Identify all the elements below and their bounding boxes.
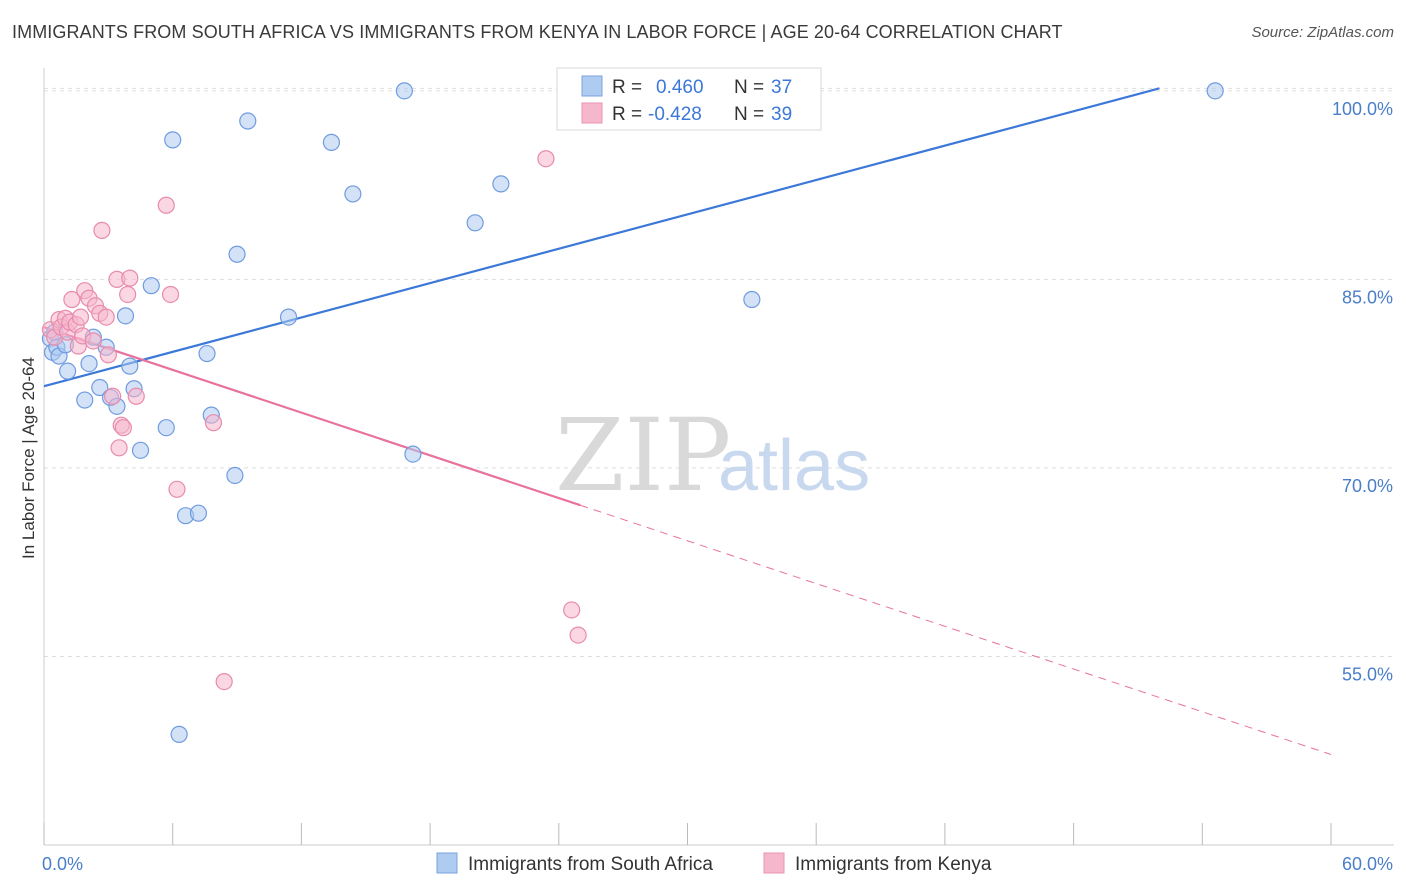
legend-n-value: 37: [771, 77, 792, 98]
watermark-zip: ZIP: [555, 397, 731, 514]
tick-labels: 55.0% 70.0% 85.0% 100.0% 0.0% 60.0%: [42, 99, 1393, 874]
point-pink: [215, 673, 233, 691]
legend-n-value: 39: [771, 104, 792, 125]
y-tick-label: 85.0%: [1342, 287, 1393, 307]
x-tick-label: 60.0%: [1342, 854, 1393, 874]
y-tick-label: 100.0%: [1332, 99, 1393, 119]
point-blue: [91, 378, 109, 397]
bottom-legend-swatch-pink: [763, 852, 785, 874]
point-pink: [97, 308, 115, 326]
point-blue: [228, 245, 246, 263]
watermark: ZIP atlas: [555, 397, 870, 514]
point-pink: [563, 601, 581, 619]
legend-r-label: R =: [612, 104, 642, 125]
point-blue: [80, 355, 98, 373]
legend-r-value: 0.460: [656, 77, 704, 98]
point-blue: [164, 131, 182, 149]
point-blue: [157, 419, 175, 437]
point-pink: [157, 196, 175, 214]
point-pink: [569, 626, 587, 644]
chart-title: IMMIGRANTS FROM SOUTH AFRICA VS IMMIGRAN…: [12, 22, 1063, 42]
legend-n-label: N =: [734, 104, 764, 125]
point-blue: [466, 214, 484, 232]
stats-legend: R = 0.460 N = 37 R = -0.428 N = 39: [556, 67, 822, 131]
trend-line-pink: [43, 326, 581, 507]
legend-r-value: -0.428: [648, 104, 702, 125]
point-blue: [198, 344, 216, 363]
point-blue: [116, 307, 135, 325]
point-pink: [110, 439, 128, 457]
point-pink: [104, 387, 122, 405]
point-blue: [492, 175, 510, 193]
point-pink: [71, 308, 90, 326]
point-pink: [168, 480, 186, 498]
data-points: [41, 82, 1224, 743]
legend-r-label: R =: [612, 77, 642, 98]
legend-swatch-blue: [581, 75, 603, 97]
point-pink: [114, 419, 132, 437]
trend-lines: [43, 87, 1332, 755]
grid-lines: [44, 87, 1394, 657]
point-blue: [131, 441, 150, 459]
point-blue: [226, 466, 244, 485]
x-tick-label: 0.0%: [42, 854, 83, 874]
point-blue: [404, 445, 422, 463]
series-legend: Immigrants from South Africa Immigrants …: [436, 852, 992, 875]
bottom-legend-swatch-blue: [436, 852, 458, 874]
point-blue: [322, 133, 341, 151]
point-blue: [58, 362, 77, 380]
bottom-legend-label: Immigrants from South Africa: [468, 854, 713, 875]
point-blue: [142, 277, 160, 295]
trend-line-dashed-pink: [580, 504, 1332, 755]
watermark-atlas: atlas: [718, 426, 870, 506]
point-pink: [63, 290, 81, 309]
point-blue: [239, 112, 257, 130]
point-pink: [204, 414, 223, 432]
source-label: Source: ZipAtlas.com: [1251, 24, 1394, 41]
bottom-legend-label: Immigrants from Kenya: [795, 854, 992, 875]
point-blue: [121, 357, 139, 375]
point-blue: [1206, 82, 1224, 100]
point-pink: [121, 269, 139, 287]
legend-swatch-pink: [581, 102, 603, 124]
point-blue: [279, 308, 298, 326]
trend-line-blue: [43, 87, 1160, 388]
y-axis-label: In Labor Force | Age 20-64: [19, 357, 38, 559]
legend-n-label: N =: [734, 77, 764, 98]
point-blue: [344, 185, 362, 203]
point-pink: [84, 332, 102, 350]
y-tick-label: 55.0%: [1342, 664, 1393, 684]
y-tick-label: 70.0%: [1342, 476, 1393, 496]
point-pink: [119, 285, 137, 304]
point-blue: [170, 725, 188, 743]
point-blue: [189, 504, 208, 522]
axes: [43, 68, 1394, 846]
point-pink: [537, 150, 555, 168]
point-blue: [76, 391, 94, 409]
point-blue: [743, 290, 761, 309]
point-pink: [161, 285, 180, 304]
point-pink: [99, 346, 117, 364]
point-pink: [127, 387, 145, 405]
point-blue: [395, 82, 413, 100]
point-pink: [93, 221, 111, 239]
